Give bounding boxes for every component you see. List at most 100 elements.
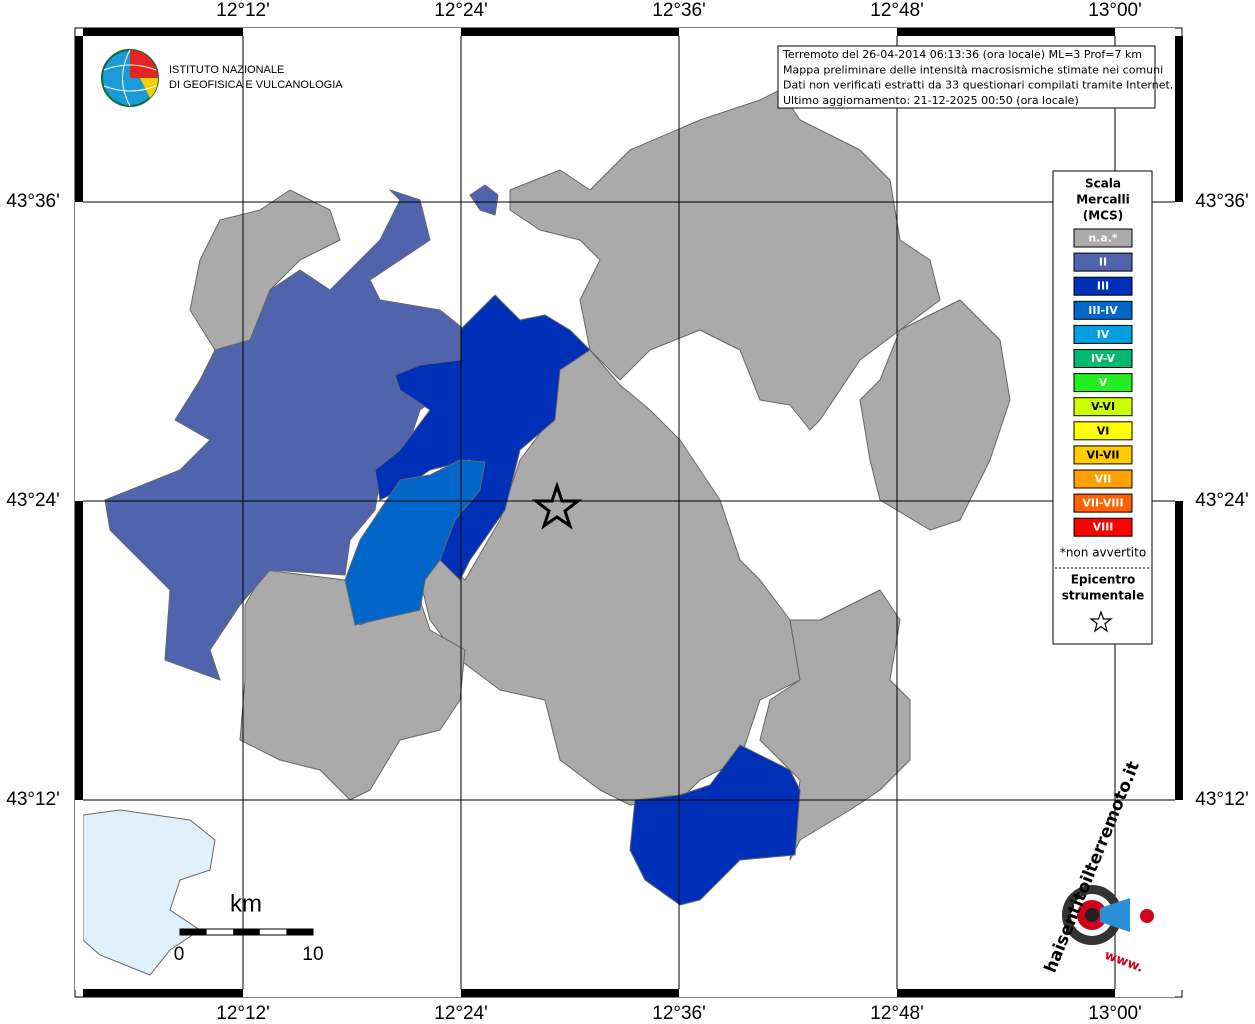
legend-title: Scala <box>1085 177 1121 191</box>
info-line: Terremoto del 26-04-2014 06:13:36 (ora l… <box>782 48 1142 61</box>
lon-label: 12°24' <box>434 1003 488 1024</box>
scale-seg <box>286 929 313 935</box>
legend-label: VIII <box>1093 521 1114 534</box>
legend-swatch <box>1073 349 1133 368</box>
scale-seg <box>233 929 260 935</box>
legend-label: V-VI <box>1091 400 1115 413</box>
frame-bar <box>75 800 83 990</box>
frame-bar <box>897 989 1115 997</box>
frame-bar <box>461 28 679 36</box>
legend-label: II <box>1099 256 1107 269</box>
lon-label: 12°12' <box>216 0 270 21</box>
info-line: Dati non verificati estratti da 33 quest… <box>783 79 1173 92</box>
info-box <box>777 45 1156 109</box>
legend-epicenter: strumentale <box>1062 589 1145 603</box>
frame-bar <box>243 28 461 36</box>
legend-swatch <box>1073 300 1133 320</box>
frame-bar <box>1115 28 1175 36</box>
lon-label: 13°00' <box>1088 1003 1142 1024</box>
legend-label: V <box>1099 376 1108 389</box>
legend-swatch <box>1073 493 1133 513</box>
axis-labels: 12°12' 12°12' 12°24' 12°24' 12°36' 12°36' 12°4… <box>6 0 1249 1024</box>
frame-bar <box>897 28 1115 36</box>
lon-label: 12°36' <box>652 1003 706 1024</box>
frame-bar <box>75 501 83 800</box>
legend-label: III <box>1097 280 1109 293</box>
legend: ScalaMercalli(MCS)n.a.*IIIIIIII-IVIVIV-V… <box>1055 177 1150 633</box>
frame-bar <box>1175 202 1183 501</box>
legend-swatch <box>1073 276 1133 296</box>
lat-label: 43°12' <box>1195 789 1249 810</box>
frame-bar <box>1115 989 1175 997</box>
lon-label: 12°12' <box>216 1003 270 1024</box>
legend-label: VI <box>1097 424 1110 437</box>
legend-swatch <box>1073 252 1133 272</box>
scale-seg <box>180 929 207 935</box>
logo-text: ISTITUTO NAZIONALE <box>169 64 284 76</box>
legend-title: (MCS) <box>1083 209 1124 223</box>
frame-bar <box>83 28 243 36</box>
legend-swatch <box>1073 373 1133 393</box>
logo-ring <box>1085 908 1099 922</box>
frame-bars <box>75 28 1183 997</box>
lat-label: 43°36' <box>6 191 60 212</box>
scale-bar: km 0 10 <box>174 890 324 965</box>
legend-swatch <box>1073 228 1133 248</box>
lon-label: 12°24' <box>434 0 488 21</box>
lon-label: 12°48' <box>870 0 924 21</box>
lon-label: 13°00' <box>1088 0 1142 21</box>
frame-bar <box>461 989 679 997</box>
logo-dot <box>1140 909 1154 923</box>
frame-bar <box>75 36 83 202</box>
region <box>469 184 499 216</box>
legend-swatch <box>1073 397 1133 417</box>
legend-swatch <box>1073 469 1133 489</box>
frame-bar <box>83 989 243 997</box>
frame-bar <box>1175 501 1183 800</box>
logo-segment <box>130 50 158 78</box>
lon-label: 12°48' <box>870 1003 924 1024</box>
lat-label: 43°36' <box>1195 191 1249 212</box>
region <box>189 189 341 351</box>
region <box>509 89 941 431</box>
lat-label: 43°12' <box>6 789 60 810</box>
legend-swatch <box>1073 517 1133 537</box>
legend-note: *non avvertito <box>1060 546 1146 560</box>
frame-bar <box>679 28 897 36</box>
epicenter <box>531 481 583 530</box>
frame-bar <box>243 989 461 997</box>
legend-epicenter: Epicentro <box>1071 573 1136 587</box>
logo-beam <box>1100 898 1130 932</box>
legend-swatch <box>1073 421 1133 441</box>
legend-label: IV-V <box>1091 352 1116 365</box>
legend-label: III-IV <box>1088 304 1118 317</box>
legend-label: IV <box>1097 328 1110 341</box>
legend-star <box>1089 610 1113 633</box>
frame-bar <box>679 989 897 997</box>
scale-unit: km <box>230 890 262 917</box>
legend-swatch <box>1073 324 1133 344</box>
logo-text: DI GEOFISICA E VULCANOLOGIA <box>169 79 343 91</box>
region <box>629 744 801 906</box>
scale-label: 0 <box>174 944 185 965</box>
legend-label: n.a.* <box>1088 232 1118 245</box>
frame-bar <box>75 202 83 501</box>
info-line: Mappa preliminare delle intensità macros… <box>783 63 1163 76</box>
logo-lines <box>103 49 157 107</box>
info-text: Terremoto del 26-04-2014 06:13:36 (ora l… <box>782 48 1173 107</box>
legend-title: Mercalli <box>1076 193 1130 207</box>
info-line: Ultimo aggiornamento: 21-12-2025 00:50 (… <box>783 94 1079 107</box>
legend-swatch <box>1073 445 1133 465</box>
ingv-logo: ISTITUTO NAZIONALE DI GEOFISICA E VULCAN… <box>101 49 343 107</box>
lat-label: 43°24' <box>1195 490 1249 511</box>
frame-bar <box>1175 36 1183 202</box>
frame-bar <box>1175 800 1183 990</box>
lat-label: 43°24' <box>6 490 60 511</box>
legend-label: VII <box>1095 473 1112 486</box>
legend-label: VII-VIII <box>1082 497 1123 510</box>
lon-label: 12°36' <box>652 0 706 21</box>
legend-label: VI-VII <box>1086 448 1119 461</box>
